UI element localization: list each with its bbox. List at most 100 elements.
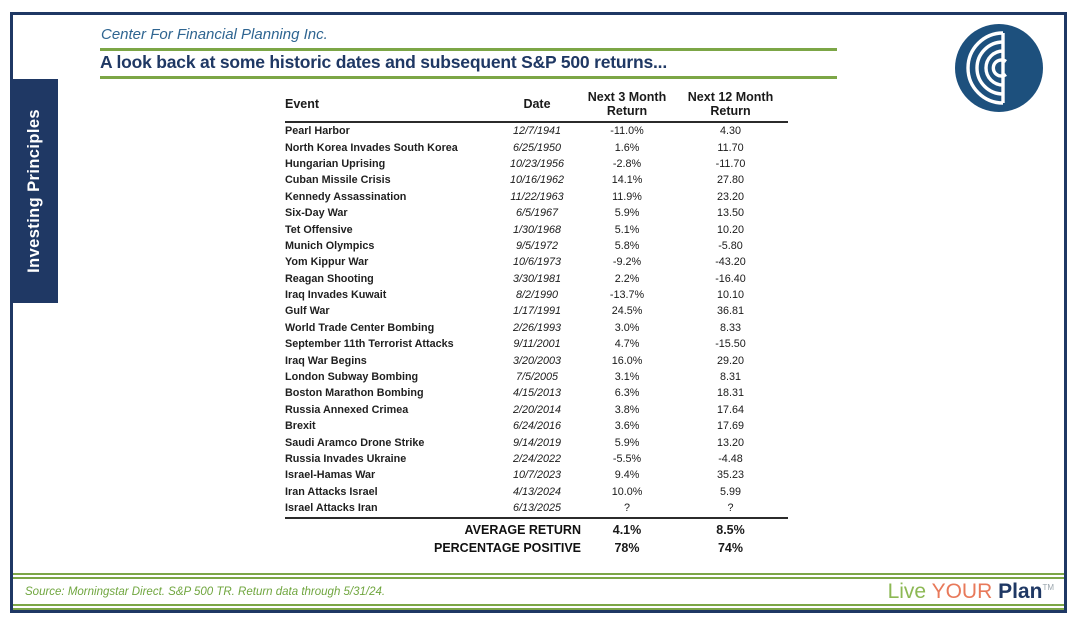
return-12mo-cell: 10.10 xyxy=(716,289,745,302)
table-row: Brexit 6/24/2016 3.6% 17.69 xyxy=(285,418,788,434)
return-3mo-cell: -2.8% xyxy=(612,157,642,170)
return-3mo-cell: -11.0% xyxy=(610,125,644,138)
event-cell: World Trade Center Bombing xyxy=(285,321,435,334)
date-cell: 9/14/2019 xyxy=(512,436,562,449)
event-cell: Boston Marathon Bombing xyxy=(285,387,424,400)
trademark-symbol: TM xyxy=(1042,582,1054,592)
return-3mo-cell: 6.3% xyxy=(614,387,640,400)
table-row: Iraq War Begins 3/20/2003 16.0% 29.20 xyxy=(285,352,788,368)
date-cell: 1/30/1968 xyxy=(512,223,562,236)
green-divider-bottom xyxy=(100,76,837,79)
table-row: Saudi Aramco Drone Strike 9/14/2019 5.9%… xyxy=(285,434,788,450)
table-row: Pearl Harbor 12/7/1941 -11.0% 4.30 xyxy=(285,123,788,139)
returns-table: Event Date Next 3 Month Return Next 12 M… xyxy=(285,89,788,556)
return-12mo-cell: 8.33 xyxy=(719,321,741,334)
table-row: Kennedy Assassination 11/22/1963 11.9% 2… xyxy=(285,189,788,205)
return-12mo-cell: 13.50 xyxy=(716,207,745,220)
event-cell: Yom Kippur War xyxy=(285,256,369,269)
footer-band: Source: Morningstar Direct. S&P 500 TR. … xyxy=(13,573,1064,610)
return-12mo-cell: 35.23 xyxy=(716,469,745,482)
table-row: Gulf War 1/17/1991 24.5% 36.81 xyxy=(285,303,788,319)
date-cell: 2/20/2014 xyxy=(512,403,562,416)
event-cell: Saudi Aramco Drone Strike xyxy=(285,436,425,449)
return-12mo-cell: 11.70 xyxy=(717,141,744,154)
return-12mo-cell: 18.31 xyxy=(716,387,745,400)
return-12mo-cell: 5.99 xyxy=(719,485,741,498)
summary-label: PERCENTAGE POSITIVE xyxy=(433,540,581,555)
table-body: Pearl Harbor 12/7/1941 -11.0% 4.30 North… xyxy=(285,123,788,516)
date-cell: 10/23/1956 xyxy=(509,157,565,170)
event-cell: Munich Olympics xyxy=(285,239,375,252)
date-cell: 4/15/2013 xyxy=(512,387,562,400)
date-cell: 3/20/2003 xyxy=(512,354,562,367)
date-cell: 10/7/2023 xyxy=(512,469,562,482)
event-cell: Gulf War xyxy=(285,305,330,318)
event-cell: Russia Annexed Crimea xyxy=(285,403,409,416)
return-3mo-cell: 16.0% xyxy=(611,354,643,367)
summary-row-percent-positive: PERCENTAGE POSITIVE 78% 74% xyxy=(285,539,788,557)
table-row: Reagan Shooting 3/30/1981 2.2% -16.40 xyxy=(285,271,788,287)
return-3mo-cell: ? xyxy=(623,502,630,515)
date-cell: 2/26/1993 xyxy=(512,321,562,334)
summary-value-3mo: 4.1% xyxy=(612,523,642,538)
return-12mo-cell: -5.80 xyxy=(718,239,743,252)
return-3mo-cell: 2.2% xyxy=(614,272,640,285)
event-cell: Reagan Shooting xyxy=(285,272,374,285)
return-12mo-cell: -16.40 xyxy=(715,272,746,285)
date-cell: 11/22/1963 xyxy=(510,190,564,203)
return-3mo-cell: 11.9% xyxy=(612,190,642,203)
return-12mo-cell: ? xyxy=(727,502,734,515)
sidebar-banner: Investing Principles xyxy=(10,79,58,303)
return-3mo-cell: 10.0% xyxy=(611,485,643,498)
table-row: Israel-Hamas War 10/7/2023 9.4% 35.23 xyxy=(285,467,788,483)
event-cell: Six-Day War xyxy=(285,207,348,220)
date-cell: 9/11/2001 xyxy=(513,338,561,351)
event-cell: Tet Offensive xyxy=(285,223,353,236)
col-header-date: Date xyxy=(523,96,551,111)
date-cell: 3/30/1981 xyxy=(512,272,562,285)
date-cell: 1/17/1991 xyxy=(512,305,562,318)
event-cell: Hungarian Uprising xyxy=(285,157,386,170)
return-12mo-cell: -4.48 xyxy=(718,453,743,465)
col-header-event: Event xyxy=(285,96,320,111)
table-row: September 11th Terrorist Attacks 9/11/20… xyxy=(285,336,788,352)
return-12mo-cell: -43.20 xyxy=(715,256,746,269)
return-12mo-cell: 36.81 xyxy=(716,305,745,318)
date-cell: 6/5/1967 xyxy=(515,207,559,220)
date-cell: 12/7/1941 xyxy=(512,125,562,138)
table-row: Russia Annexed Crimea 2/20/2014 3.8% 17.… xyxy=(285,402,788,418)
event-cell: September 11th Terrorist Attacks xyxy=(285,338,454,351)
table-row: Yom Kippur War 10/6/1973 -9.2% -43.20 xyxy=(285,254,788,270)
table-row: Six-Day War 6/5/1967 5.9% 13.50 xyxy=(285,205,788,221)
return-12mo-cell: 10.20 xyxy=(716,223,745,236)
sidebar-label: Investing Principles xyxy=(24,109,43,273)
table-row: Russia Invades Ukraine 2/24/2022 -5.5% -… xyxy=(285,451,788,467)
event-cell: Israel-Hamas War xyxy=(285,469,376,482)
event-cell: North Korea Invades South Korea xyxy=(285,141,458,154)
company-logo-icon xyxy=(955,24,1043,112)
table-row: Iraq Invades Kuwait 8/2/1990 -13.7% 10.1… xyxy=(285,287,788,303)
return-3mo-cell: -13.7% xyxy=(609,289,645,302)
event-cell: Cuban Missile Crisis xyxy=(285,174,391,187)
event-cell: Pearl Harbor xyxy=(285,125,350,138)
event-cell: Russia Invades Ukraine xyxy=(285,453,407,465)
date-cell: 6/13/2025 xyxy=(512,502,562,515)
green-divider-top xyxy=(100,48,837,51)
summary-value-12mo: 8.5% xyxy=(716,523,745,538)
summary-value-3mo: 78% xyxy=(614,540,640,555)
date-cell: 8/2/1990 xyxy=(515,289,559,302)
date-cell: 6/25/1950 xyxy=(512,141,562,154)
tagline-your: YOUR xyxy=(926,579,993,603)
summary-value-12mo: 74% xyxy=(717,540,744,555)
summary-label: AVERAGE RETURN xyxy=(464,523,581,538)
return-12mo-cell: 17.64 xyxy=(716,403,745,416)
date-cell: 10/6/1973 xyxy=(512,256,562,269)
col-header-next-12-month: Next 12 Month Return xyxy=(687,89,774,118)
return-3mo-cell: 3.6% xyxy=(614,420,640,433)
return-3mo-cell: 5.8% xyxy=(614,239,640,252)
table-row: Boston Marathon Bombing 4/15/2013 6.3% 1… xyxy=(285,385,788,401)
table-row: Munich Olympics 9/5/1972 5.8% -5.80 xyxy=(285,238,788,254)
event-cell: Iraq Invades Kuwait xyxy=(285,289,387,302)
return-3mo-cell: 3.1% xyxy=(614,371,640,384)
return-12mo-cell: 27.80 xyxy=(716,174,745,187)
